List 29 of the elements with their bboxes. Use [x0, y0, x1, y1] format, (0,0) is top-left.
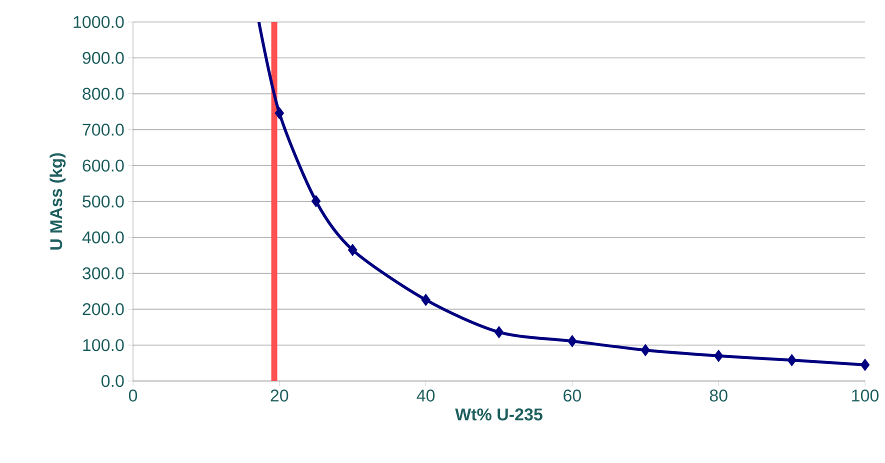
point	[714, 350, 724, 362]
x-tick-label: 20	[270, 390, 288, 402]
y-tick-label: 600.0	[82, 160, 124, 172]
point	[274, 106, 284, 120]
point	[640, 344, 650, 356]
point	[860, 358, 870, 372]
y-tick-label: 400.0	[82, 231, 124, 244]
point	[494, 326, 504, 338]
y-axis-title: U MAss (kg)	[50, 153, 66, 250]
x-axis-title: Wt% U-235	[455, 408, 542, 420]
point	[421, 294, 431, 306]
x-tick-label: 40	[416, 390, 435, 402]
point	[568, 334, 577, 348]
y-tick-label: 900.0	[82, 52, 124, 64]
x-tick-label: 0	[128, 390, 138, 402]
y-tick-label: 0.0	[101, 374, 124, 388]
point	[311, 194, 321, 208]
point	[348, 244, 358, 256]
y-tick-label: 100.0	[83, 339, 124, 352]
y-tick-label: 800.0	[82, 88, 124, 100]
x-tick-label: 80	[710, 390, 728, 402]
y-tick-label: 500.0	[82, 195, 124, 208]
y-tick-label: 200.0	[82, 303, 124, 316]
x-tick-label: 100	[852, 390, 879, 402]
y-tick-label: 1000.0	[74, 16, 124, 28]
point	[787, 354, 797, 366]
y-tick-label: 300.0	[82, 267, 124, 280]
x-tick-label: 60	[564, 390, 582, 402]
y-tick-label: 700.0	[82, 124, 124, 136]
